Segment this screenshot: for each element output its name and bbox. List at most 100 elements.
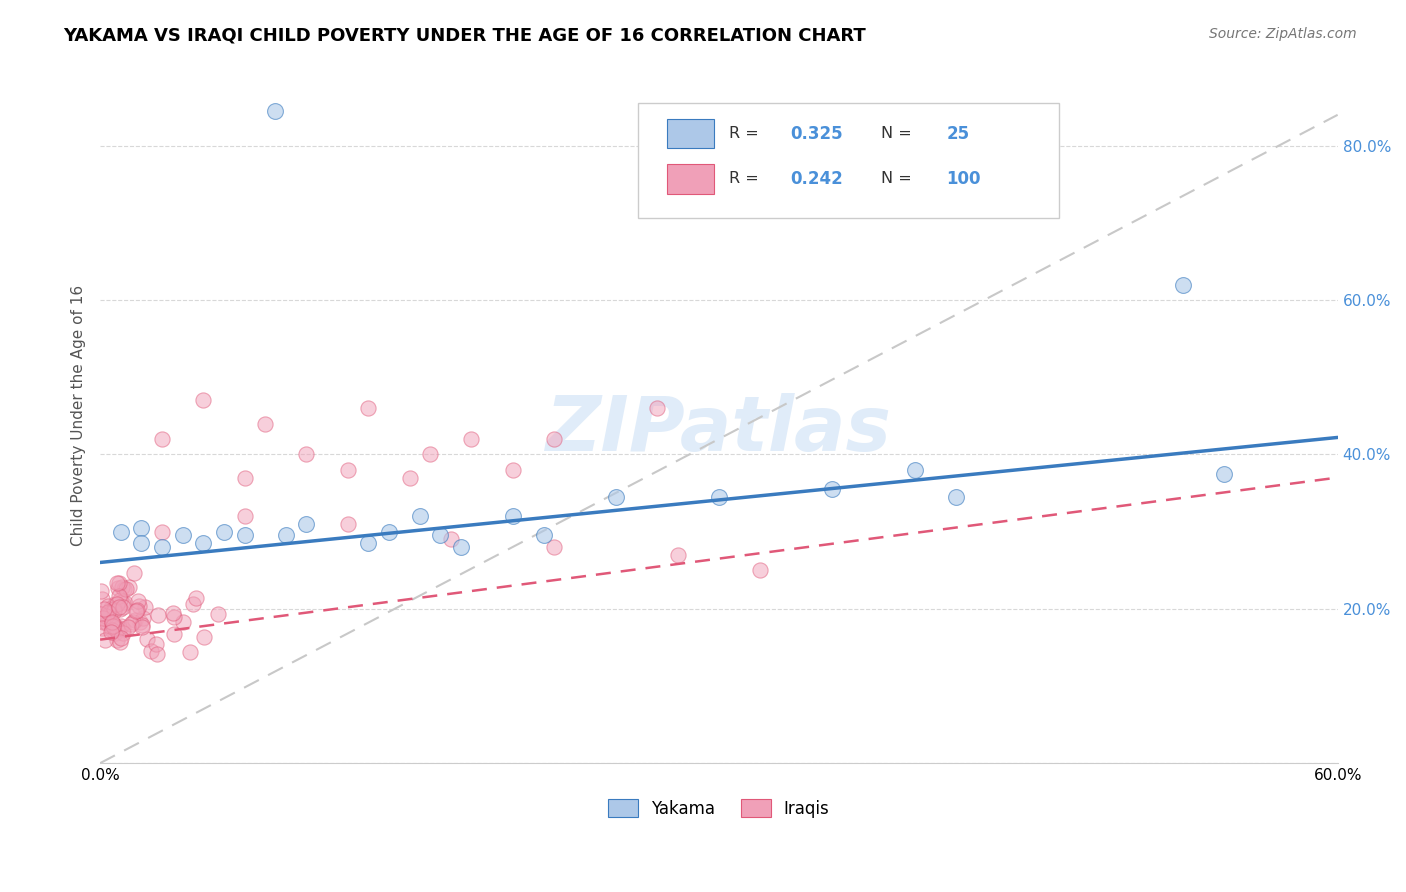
Point [336,463,359,477]
Point [110,618,132,632]
Point [134,600,156,615]
Point [110,595,132,609]
Point [124,566,146,580]
Point [124,604,146,618]
Point [96,613,118,627]
Point [96,616,118,631]
Point [162,606,184,620]
Point [101,620,124,634]
Text: YAKAMA VS IRAQI CHILD POVERTY UNDER THE AGE OF 16 CORRELATION CHART: YAKAMA VS IRAQI CHILD POVERTY UNDER THE … [63,27,866,45]
Point [114,596,136,610]
Point [91,592,114,607]
Text: 0.242: 0.242 [790,170,844,188]
Point [100,616,122,631]
Point [429,528,451,542]
Point [89,607,111,621]
Point [172,615,194,630]
Point [264,103,287,118]
Point [108,592,131,607]
Point [91,614,114,628]
Point [98,607,121,621]
Text: N =: N = [882,171,917,186]
Point [136,632,159,647]
Point [108,599,131,614]
Text: N =: N = [882,127,917,141]
Text: 100: 100 [946,170,981,188]
Point [112,623,135,637]
Point [90,584,112,599]
Point [1171,277,1194,292]
Point [120,617,142,632]
Text: 25: 25 [946,125,970,143]
Point [409,509,432,524]
Point [139,644,162,658]
Point [98,603,121,617]
Point [378,524,401,539]
Point [233,470,256,484]
Point [117,619,139,633]
Point [274,528,297,542]
Point [502,509,524,524]
Point [419,447,441,461]
Point [821,482,844,496]
Point [357,401,380,416]
Point [91,611,114,625]
Point [93,633,115,648]
Point [93,611,115,625]
Bar [666,120,714,148]
Point [111,625,134,640]
Point [107,581,129,595]
Point [207,607,229,622]
Point [108,635,131,649]
Point [172,528,194,542]
Point [193,630,215,644]
Point [93,602,115,616]
Point [105,575,128,590]
Point [357,536,380,550]
Point [181,597,204,611]
Point [150,524,173,539]
Point [110,524,132,539]
Point [440,533,463,547]
Point [254,417,277,431]
Bar [666,164,714,194]
Point [128,615,150,629]
Point [193,536,215,550]
Point [101,615,124,629]
Point [101,619,124,633]
Point [398,470,420,484]
Point [107,621,129,635]
Point [115,582,138,596]
Point [131,536,153,550]
FancyBboxPatch shape [638,103,1059,218]
Point [233,509,256,524]
Point [122,615,145,629]
Text: Source: ZipAtlas.com: Source: ZipAtlas.com [1209,27,1357,41]
Point [125,602,148,616]
Point [100,601,122,615]
Point [150,540,173,554]
Point [108,589,131,603]
Point [103,618,125,632]
Point [233,528,256,542]
Point [105,622,128,636]
Point [645,401,668,416]
Point [131,521,153,535]
Text: ZIPatlas: ZIPatlas [546,392,891,467]
Point [97,606,120,620]
Point [103,604,125,618]
Point [707,490,730,504]
Point [100,625,122,640]
Point [107,576,129,591]
Point [131,620,153,634]
Point [111,581,134,595]
Point [450,540,472,554]
Point [108,602,131,616]
Point [124,613,146,627]
Point [110,631,132,645]
Point [104,597,127,611]
Text: R =: R = [728,171,763,186]
Point [295,447,318,461]
Y-axis label: Child Poverty Under the Age of 16: Child Poverty Under the Age of 16 [72,285,86,547]
Point [90,621,112,635]
